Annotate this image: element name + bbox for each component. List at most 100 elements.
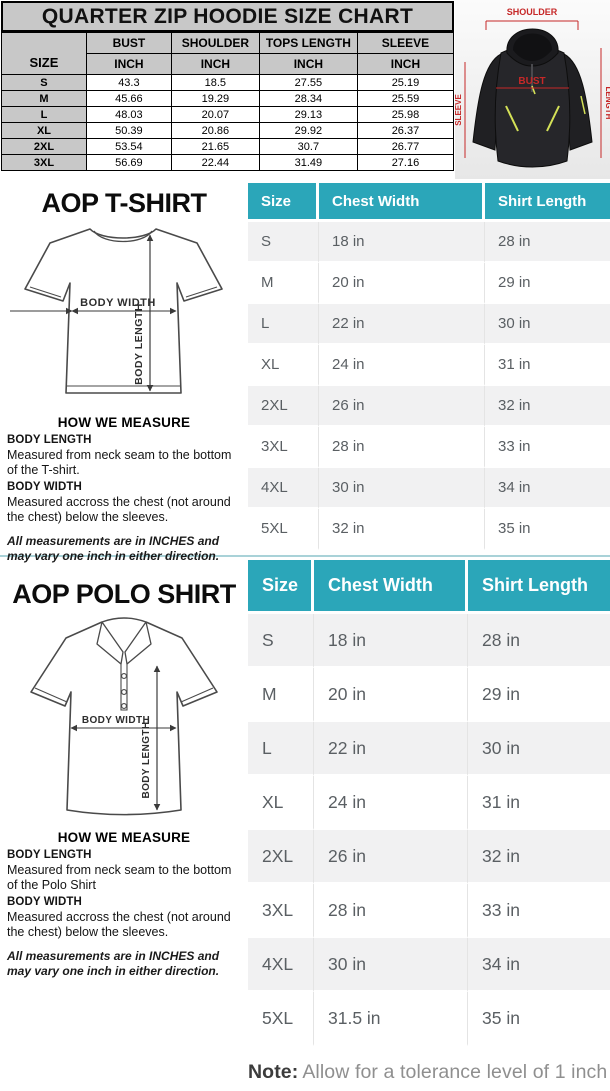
left-pocket-zipper [505, 105, 519, 132]
size-cell: XL [1, 122, 87, 139]
hoodie-header-row: SIZE BUST SHOULDER TOPS LENGTH SLEEVE [1, 32, 455, 75]
col-chest-width: Chest Width [314, 560, 468, 614]
size-cell: 4XL [248, 938, 314, 992]
tshirt-measure-heading: HOW WE MEASURE [57, 415, 191, 430]
col-shirt-length: Shirt Length [485, 183, 610, 222]
table-row: 5XL 32 in 35 in [248, 509, 610, 550]
value-cell: 29 in [485, 263, 610, 304]
size-cell: M [248, 263, 319, 304]
value-cell: 30 in [314, 938, 468, 992]
polo-body-width-label: BODY WIDTH [82, 715, 150, 726]
size-cell: XL [248, 345, 319, 386]
size-cell: L [1, 106, 87, 123]
size-cell: 5XL [248, 992, 314, 1046]
table-row: 2XL 26 in 32 in [248, 830, 610, 884]
size-cell: XL [248, 776, 314, 830]
col-shirt-length: Shirt Length [468, 560, 610, 614]
value-cell: 20 in [314, 668, 468, 722]
unit-cell: INCH [170, 53, 260, 75]
tshirt-table-column: Size Chest Width Shirt Length S 18 in 28… [248, 180, 610, 555]
hoodie-unit-row: INCH INCH INCH INCH [2, 53, 455, 75]
value-cell: 45.66 [85, 90, 172, 107]
value-cell: 53.54 [85, 138, 172, 155]
zipper-pull [531, 85, 536, 95]
value-cell: 25.19 [356, 74, 455, 91]
value-cell: 31 in [468, 776, 610, 830]
value-cell: 26 in [319, 386, 485, 427]
size-cell: 3XL [248, 427, 319, 468]
value-cell: 18 in [314, 614, 468, 668]
tshirt-size-table: Size Chest Width Shirt Length S 18 in 28… [248, 183, 610, 550]
value-cell: 32 in [468, 830, 610, 884]
body-width-label: BODY WIDTH [7, 480, 82, 493]
tshirt-section: AOP T-SHIRT BODY WIDTH BODY [0, 180, 610, 563]
value-cell: 26.77 [356, 138, 455, 155]
value-cell: 20.86 [170, 122, 260, 139]
polo-measure-heading: HOW WE MEASURE [57, 830, 191, 845]
table-row: L 22 in 30 in [248, 304, 610, 345]
value-cell: 24 in [314, 776, 468, 830]
value-cell: 30.7 [258, 138, 358, 155]
value-cell: 25.98 [356, 106, 455, 123]
table-row: 4XL 30 in 34 in [248, 468, 610, 509]
polo-title: AOP POLO SHIRT [12, 579, 236, 609]
polo-body-length-label: BODY LENGTH [141, 722, 152, 799]
table-row: S 18 in 28 in [248, 222, 610, 263]
value-cell: 28 in [319, 427, 485, 468]
value-cell: 19.29 [170, 90, 260, 107]
value-cell: 56.69 [85, 154, 172, 171]
tolerance-note: All measurements are in INCHES and may v… [7, 948, 220, 978]
hoodie-col-bust: BUST [85, 32, 172, 54]
table-row: L 48.03 20.07 29.13 25.98 [1, 106, 455, 123]
tolerance-note: All measurements are in INCHES and may v… [7, 533, 220, 563]
size-cell: 3XL [1, 154, 87, 171]
tshirt-title: AOP T-SHIRT [41, 188, 207, 218]
value-cell: 50.39 [85, 122, 172, 139]
value-cell: 35 in [468, 992, 610, 1046]
table-row: 3XL 28 in 33 in [248, 884, 610, 938]
value-cell: 31.49 [258, 154, 358, 171]
tshirt-info-column: AOP T-SHIRT BODY WIDTH BODY [0, 180, 248, 563]
hoodie-size-chart-section: QUARTER ZIP HOODIE SIZE CHART SIZE BUST … [0, 0, 610, 180]
col-size: Size [248, 183, 319, 222]
polo-button [121, 689, 127, 695]
table-row: 5XL 31.5 in 35 in [248, 992, 610, 1046]
value-cell: 30 in [468, 722, 610, 776]
table-row: XL 50.39 20.86 29.92 26.37 [1, 122, 455, 139]
value-cell: 30 in [319, 468, 485, 509]
size-cell: 5XL [248, 509, 319, 550]
polo-info-column: AOP POLO SHIRT BODY [0, 557, 248, 1091]
polo-diagram: BODY WIDTH BODY LENGTH [30, 617, 218, 816]
hoodie-product-figure: SHOULDER BUST SLEEVE LENGTH [454, 0, 610, 179]
table-row: 2XL 26 in 32 in [248, 386, 610, 427]
hoodie-size-table: SIZE BUST SHOULDER TOPS LENGTH SLEEVE IN… [1, 32, 455, 171]
size-cell: 2XL [248, 386, 319, 427]
value-cell: 33 in [485, 427, 610, 468]
polo-button [121, 703, 127, 709]
size-cell: M [248, 668, 314, 722]
sleeve-measure-label: SLEEVE [455, 94, 463, 126]
polo-size-table: Size Chest Width Shirt Length S 18 in 28… [248, 560, 610, 1046]
hoodie-col-sleeve: SLEEVE [356, 32, 455, 54]
polo-measure-block: BODY LENGTH Measured from neck seam to t… [0, 849, 248, 979]
size-cell: M [1, 90, 87, 107]
tshirt-body-length-label: BODY LENGTH [133, 303, 145, 385]
value-cell: 48.03 [85, 106, 172, 123]
value-cell: 30 in [485, 304, 610, 345]
table-row: S 18 in 28 in [248, 614, 610, 668]
right-pocket-zipper [546, 105, 560, 132]
table-row: S 43.3 18.5 27.55 25.19 [1, 74, 455, 91]
size-cell: L [248, 304, 319, 345]
value-cell: 32 in [485, 386, 610, 427]
hoodie-image: SHOULDER BUST SLEEVE LENGTH [454, 0, 610, 179]
hoodie-chart: QUARTER ZIP HOODIE SIZE CHART SIZE BUST … [1, 1, 455, 171]
tolerance-footer-note: Note: Allow for a tolerance level of 1 in… [248, 1061, 610, 1084]
body-width-text: Measured accross the chest (not around t… [7, 909, 231, 939]
value-cell: 24 in [319, 345, 485, 386]
table-row: M 20 in 29 in [248, 263, 610, 304]
body-length-text: Measured from neck seam to the bottom of… [7, 862, 232, 892]
bust-measure-label: BUST [518, 76, 545, 87]
value-cell: 29.13 [258, 106, 358, 123]
size-cell: 3XL [248, 884, 314, 938]
length-measure-label: LENGTH [604, 87, 610, 120]
